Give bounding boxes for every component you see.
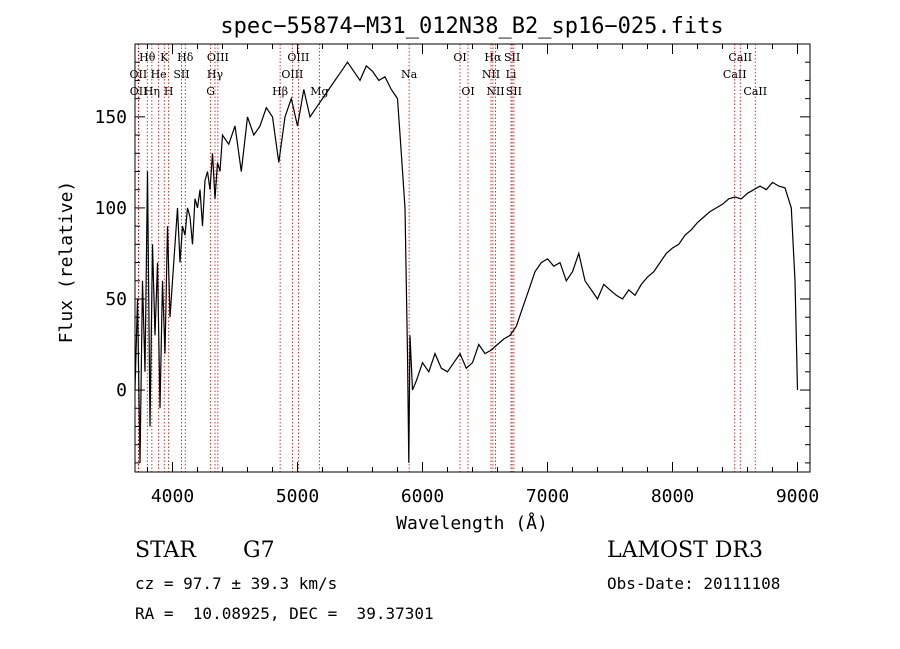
line-label: Hη [144, 85, 160, 98]
line-label: SII [504, 51, 520, 64]
spectrum-line [134, 61, 799, 463]
line-label: OIII [287, 51, 309, 64]
line-label: Na [401, 68, 418, 81]
y-tick-label: 100 [94, 198, 127, 219]
chart-title: spec−55874−M31_012N38_B2_sp16−025.fits [220, 14, 723, 39]
observation-date: Obs-Date: 20111108 [607, 574, 781, 593]
y-tick-label: 50 [105, 289, 127, 310]
spectral-line-markers [137, 44, 756, 472]
line-label: Hα [484, 51, 502, 64]
line-label: OIII [281, 68, 303, 81]
line-label: G [206, 85, 215, 98]
line-label: OIII [207, 51, 229, 64]
line-label: Hβ [272, 85, 288, 98]
line-label: Li [506, 68, 517, 81]
object-subclass: G7 [243, 538, 275, 563]
y-axis-label: Flux (relative) [56, 181, 77, 344]
object-class: STAR [135, 538, 196, 563]
line-label: H [164, 85, 174, 98]
redshift-value: cz = 97.7 ± 39.3 km/s [135, 574, 338, 593]
line-label: K [160, 51, 169, 64]
y-axis: 0 50 100 150 [94, 61, 810, 464]
x-tick-label: 5000 [276, 486, 319, 507]
x-axis: 4000 5000 6000 7000 8000 9000 [147, 44, 819, 507]
y-tick-label: 0 [116, 380, 127, 401]
line-label: SII [173, 68, 189, 81]
plot-frame [134, 43, 811, 473]
y-tick-label: 150 [94, 107, 127, 128]
line-label: OII [130, 68, 148, 81]
line-label: CaII [723, 68, 747, 81]
x-tick-label: 9000 [776, 486, 819, 507]
line-label: NII [482, 68, 500, 81]
line-label: OI [453, 51, 466, 64]
line-label: CaII [743, 85, 767, 98]
line-label: SII [506, 85, 522, 98]
line-label: Hθ [139, 51, 156, 64]
line-label: NII [486, 85, 504, 98]
x-tick-label: 6000 [401, 486, 444, 507]
x-tick-label: 4000 [151, 486, 194, 507]
line-label: Hδ [177, 51, 194, 64]
line-label: CaII [728, 51, 752, 64]
line-label: OI [461, 85, 474, 98]
x-tick-label: 7000 [526, 486, 569, 507]
line-label: Hγ [207, 68, 224, 81]
line-label: OII [130, 85, 148, 98]
x-axis-label: Wavelength (Å) [396, 512, 548, 534]
coordinates: RA = 10.08925, DEC = 39.37301 [135, 604, 434, 623]
survey-name: LAMOST DR3 [607, 538, 763, 563]
x-tick-label: 8000 [651, 486, 694, 507]
line-label: He [151, 68, 167, 81]
line-label: Mg [310, 85, 328, 98]
